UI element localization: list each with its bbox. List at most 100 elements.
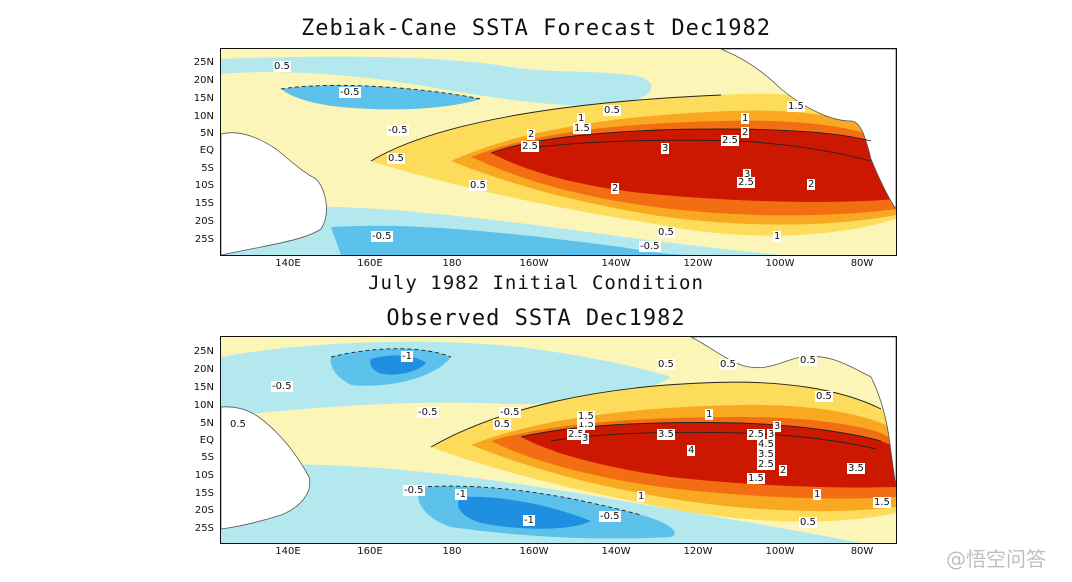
lat-tick: 15S bbox=[194, 198, 214, 209]
contour-label: 0.5 bbox=[719, 359, 737, 370]
lon-tick: 160W bbox=[519, 258, 549, 269]
lon-tick: 80W bbox=[850, 258, 874, 269]
lat-tick: 10N bbox=[193, 400, 214, 411]
contour-label: 1 bbox=[773, 231, 782, 242]
contour-label: 0.5 bbox=[657, 359, 675, 370]
contour-label: 0.5 bbox=[229, 419, 247, 430]
lat-tick: 20N bbox=[193, 75, 214, 86]
contour-label: 3.5 bbox=[757, 449, 775, 460]
contour-label: 1.5 bbox=[747, 473, 765, 484]
contour-label: 1.5 bbox=[873, 497, 891, 508]
contour-label: -0.5 bbox=[499, 407, 521, 418]
contour-label: 0.5 bbox=[815, 391, 833, 402]
contour-label: 2 bbox=[611, 183, 620, 194]
lat-tick: 5N bbox=[200, 418, 214, 429]
warm-contour-3 bbox=[521, 422, 896, 488]
contour-label: 2 bbox=[779, 465, 788, 476]
observed-ssta-field bbox=[221, 337, 896, 543]
lat-tick: 20S bbox=[194, 216, 214, 227]
lat-tick: 5S bbox=[201, 452, 214, 463]
contour-label: -1 bbox=[401, 351, 413, 362]
contour-label: 3.5 bbox=[847, 463, 865, 474]
contour-label: 1.5 bbox=[577, 411, 595, 422]
contour-label: 3 bbox=[773, 421, 782, 432]
lon-tick: 180 bbox=[442, 546, 462, 557]
lat-tick: 20S bbox=[194, 505, 214, 516]
lat-tick: 15N bbox=[193, 382, 214, 393]
cool-region-north bbox=[221, 56, 652, 106]
lat-tick: 20N bbox=[193, 364, 214, 375]
contour-label: 4 bbox=[687, 445, 696, 456]
contour-label: 2.5 bbox=[747, 429, 765, 440]
contour-label: -0.5 bbox=[271, 381, 293, 392]
lat-tick: 10S bbox=[194, 180, 214, 191]
contour-label: 3 bbox=[661, 143, 670, 154]
contour-label: 0.5 bbox=[273, 61, 291, 72]
contour-label: -0.5 bbox=[599, 511, 621, 522]
land-americas bbox=[720, 49, 896, 210]
lat-tick: 25N bbox=[193, 346, 214, 357]
contour-label: -1 bbox=[455, 489, 467, 500]
contour-label: 2.5 bbox=[521, 141, 539, 152]
contour-label: 2 bbox=[741, 127, 750, 138]
lon-tick: 80W bbox=[850, 546, 874, 557]
contour-label: 3 bbox=[581, 433, 590, 444]
contour-label: 1 bbox=[637, 491, 646, 502]
contour-label: -0.5 bbox=[639, 241, 661, 252]
lat-tick: EQ bbox=[199, 145, 214, 156]
lon-tick: 120W bbox=[683, 258, 713, 269]
contour-label: 1.5 bbox=[573, 123, 591, 134]
lon-tick: 140W bbox=[601, 258, 631, 269]
cool-region-south-darkest bbox=[457, 496, 591, 529]
contour-label: 1 bbox=[577, 113, 586, 124]
lat-tick: 25S bbox=[194, 523, 214, 534]
lat-tick: EQ bbox=[199, 435, 214, 446]
contour-label: -0.5 bbox=[371, 231, 393, 242]
lon-tick: 140W bbox=[601, 546, 631, 557]
lon-tick: 120W bbox=[683, 546, 713, 557]
cool-region-south-inner bbox=[331, 225, 691, 255]
top-map-subtitle: July 1982 Initial Condition bbox=[368, 272, 704, 294]
contour-label: 3 bbox=[767, 429, 776, 440]
forecast-ssta-field bbox=[221, 49, 896, 255]
lat-tick: 15N bbox=[193, 93, 214, 104]
contour-label: -1 bbox=[523, 515, 535, 526]
contour-label: 1.5 bbox=[577, 419, 595, 430]
lon-tick: 160E bbox=[357, 546, 383, 557]
lon-tick: 100W bbox=[765, 546, 795, 557]
lon-tick: 100W bbox=[765, 258, 795, 269]
lat-tick: 25S bbox=[194, 234, 214, 245]
contour-label: 1 bbox=[813, 489, 822, 500]
contour-label: 3 bbox=[743, 169, 752, 180]
watermark-text: @悟空问答 bbox=[946, 547, 1046, 571]
contour-label: -0.5 bbox=[339, 87, 361, 98]
contour-label: -0.5 bbox=[387, 125, 409, 136]
contour-label: -0.5 bbox=[417, 407, 439, 418]
contour-label: 1 bbox=[741, 113, 750, 124]
contour-label: -0.5 bbox=[403, 485, 425, 496]
contour-label: 1.5 bbox=[787, 101, 805, 112]
land-west-pacific bbox=[221, 132, 327, 255]
contour-label: 2.5 bbox=[721, 135, 739, 146]
bottom-map-title: Observed SSTA Dec1982 bbox=[386, 306, 686, 331]
lon-tick: 180 bbox=[442, 258, 462, 269]
lon-tick: 140E bbox=[275, 546, 301, 557]
contour-label: 2.5 bbox=[757, 459, 775, 470]
lat-tick: 15S bbox=[194, 488, 214, 499]
observed-ssta-map: -1 -0.5 -0.5 -0.5 0.5 0.5 0.5 0.5 1 1.5 … bbox=[220, 336, 897, 544]
contour-label: 2 bbox=[807, 179, 816, 190]
top-map-title: Zebiak-Cane SSTA Forecast Dec1982 bbox=[300, 16, 772, 41]
land-west-pacific bbox=[221, 406, 311, 530]
contour-label: 2.5 bbox=[567, 429, 585, 440]
lat-tick: 25N bbox=[193, 57, 214, 68]
contour-label: 2.5 bbox=[737, 177, 755, 188]
lon-tick: 160W bbox=[519, 546, 549, 557]
lon-tick: 140E bbox=[275, 258, 301, 269]
contour-label: 2 bbox=[527, 129, 536, 140]
contour-label: 4.5 bbox=[757, 439, 775, 450]
forecast-ssta-map: 0.5 -0.5 -0.5 0.5 0.5 0.5 2 2.5 3 1 1.5 … bbox=[220, 48, 897, 256]
contour-label: 0.5 bbox=[469, 180, 487, 191]
contour-label: 0.5 bbox=[603, 105, 621, 116]
lon-tick: 160E bbox=[357, 258, 383, 269]
contour-label: 0.5 bbox=[799, 517, 817, 528]
